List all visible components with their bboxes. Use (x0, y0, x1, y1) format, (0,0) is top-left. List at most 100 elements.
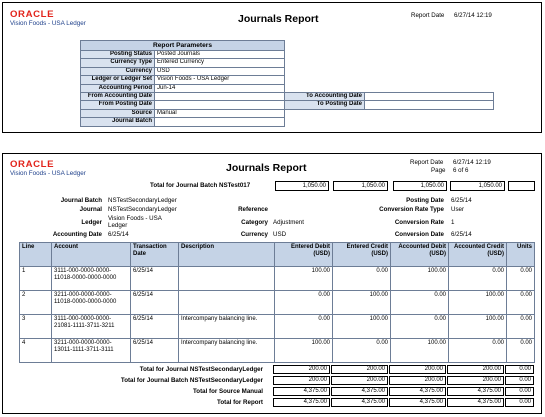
cell-account: 3111-000-0000-0000-21081-1111-3711-3211 (51, 314, 131, 339)
param-value: Vision Foods - USA Ledger (153, 75, 286, 85)
batch-total-row: Total for Journal Batch NSTest017 1,050.… (0, 181, 540, 193)
total-accounted-credit: 200.00 (447, 365, 504, 374)
conversion-rate-type-label: Conversion Rate Type (379, 206, 444, 213)
oracle-logo: ORACLE (10, 159, 55, 170)
total-entered-credit: 4,375.00 (331, 398, 388, 407)
report-date-value: 6/27/14 12:19 (454, 12, 492, 19)
report-title: Journals Report (226, 162, 307, 174)
total-entered-debit: 4,375.00 (273, 387, 330, 396)
cell-accounted-debit: 100.00 (390, 266, 449, 291)
from-accounting-date-value (153, 91, 286, 102)
source-label: Source (80, 108, 155, 119)
ledger-label: Ledger (81, 219, 102, 226)
cell-units: 0.00 (506, 338, 535, 363)
param-label: Ledger or Ledger Set (80, 75, 155, 85)
report-date-value: 6/27/14 12:19 (453, 159, 491, 166)
total-entered-credit: 200.00 (331, 376, 388, 385)
reference-label: Reference (238, 206, 268, 213)
conversion-rate-value: 1 (451, 219, 455, 226)
total-accounted-debit: 4,375.00 (389, 398, 446, 407)
journal-lines-table: Line Account Transaction Date Descriptio… (19, 242, 535, 363)
cell-accounted-debit: 0.00 (390, 314, 449, 339)
journal-batch-value (153, 117, 286, 127)
cell-entered-credit: 100.00 (332, 290, 391, 315)
cell-description (178, 290, 275, 315)
total-units: 0.00 (505, 365, 534, 374)
report-parameters-page: ORACLE Vision Foods - USA Ledger Journal… (2, 2, 542, 133)
table-header-row: Line Account Transaction Date Descriptio… (19, 242, 535, 267)
total-accounted-debit: 200.00 (389, 365, 446, 374)
category-value: Adjustment (273, 219, 304, 226)
cell-accounted-credit: 100.00 (448, 314, 507, 339)
table-row: 1 3111-000-0000-0000-11018-0000-0000-000… (19, 266, 535, 291)
col-accounted-credit: Accounted Credit (USD) (448, 242, 507, 267)
cell-entered-credit: 0.00 (332, 338, 391, 363)
conversion-date-label: Conversion Date (394, 231, 444, 238)
page-label: Page (431, 167, 446, 174)
total-label: Total for Journal NSTestSecondaryLedger (139, 366, 263, 373)
total-accounted-debit: 200.00 (389, 376, 446, 385)
cell-accounted-credit: 0.00 (448, 338, 507, 363)
journal-label: Journal (79, 206, 102, 213)
col-description: Description (178, 242, 275, 267)
posting-date-label: Posting Date (406, 197, 444, 204)
col-account: Account (51, 242, 131, 267)
total-entered-debit: 4,375.00 (273, 398, 330, 407)
journal-batch-label: Journal Batch (60, 197, 102, 204)
total-accounted-credit: 4,375.00 (447, 387, 504, 396)
total-units (508, 181, 535, 191)
to-accounting-date-label: To Accounting Date (284, 91, 366, 102)
cell-account: 3111-000-0000-0000-11018-0000-0000-0000 (51, 266, 131, 291)
batch-total-label: Total for Journal Batch NSTest017 (150, 182, 251, 189)
cell-entered-credit: 100.00 (332, 314, 391, 339)
page-value: 6 of 6 (453, 167, 469, 174)
param-label: Posting Status (80, 49, 155, 60)
cell-line: 2 (19, 290, 52, 315)
report-title: Journals Report (238, 13, 319, 25)
total-units: 0.00 (505, 376, 534, 385)
conversion-date-value: 6/25/14 (451, 231, 472, 238)
total-entered-debit: 200.00 (273, 376, 330, 385)
total-row: Total for Source Manual 4,375.00 4,375.0… (0, 387, 540, 397)
cell-entered-debit: 0.00 (274, 290, 333, 315)
total-label: Total for Journal Batch NSTestSecondaryL… (120, 377, 263, 384)
cell-entered-debit: 100.00 (274, 266, 333, 291)
currency-label: Currency (240, 231, 268, 238)
category-label: Category (241, 219, 268, 226)
param-value: Entered Currency (153, 58, 286, 68)
total-units: 0.00 (505, 398, 534, 407)
cell-description: Intercompany balancing line. (178, 314, 275, 339)
cell-line: 4 (19, 338, 52, 363)
cell-date: 6/25/14 (130, 338, 179, 363)
cell-date: 6/25/14 (130, 314, 179, 339)
cell-units: 0.00 (506, 266, 535, 291)
total-entered-credit: 1,050.00 (333, 181, 388, 191)
to-accounting-date-value (364, 91, 495, 102)
report-date-label: Report Date (410, 159, 444, 166)
params-header: Report Parameters (79, 40, 286, 51)
total-row: Total for Journal NSTestSecondaryLedger … (0, 365, 540, 375)
source-value: Manual (153, 108, 286, 119)
accounting-date-value: 6/25/14 (108, 231, 129, 238)
total-units: 0.00 (505, 387, 534, 396)
cell-accounted-debit: 0.00 (390, 290, 449, 315)
total-entered-debit: 1,050.00 (275, 181, 329, 191)
col-entered-debit: Entered Debit (USD) (274, 242, 333, 267)
report-parameters-table: Report Parameters Posting Status Posted J… (79, 40, 495, 127)
to-posting-date-label: To Posting Date (284, 100, 366, 110)
journal-batch-label: Journal Batch (80, 117, 155, 127)
param-value: USD (153, 66, 286, 77)
from-posting-date-value (153, 100, 286, 110)
cell-date: 6/25/14 (130, 266, 179, 291)
ledger-value-line2: Ledger (108, 222, 128, 229)
oracle-logo: ORACLE (10, 9, 55, 20)
from-accounting-date-label: From Accounting Date (80, 91, 155, 102)
cell-accounted-credit: 0.00 (448, 266, 507, 291)
report-date-label: Report Date (411, 12, 445, 19)
cell-entered-debit: 100.00 (274, 338, 333, 363)
to-posting-date-value (364, 100, 495, 110)
cell-units: 0.00 (506, 314, 535, 339)
param-label: Currency Type (80, 58, 155, 68)
journal-batch-value: NSTestSecondaryLedger (108, 197, 177, 204)
accounting-date-label: Accounting Date (52, 231, 102, 238)
